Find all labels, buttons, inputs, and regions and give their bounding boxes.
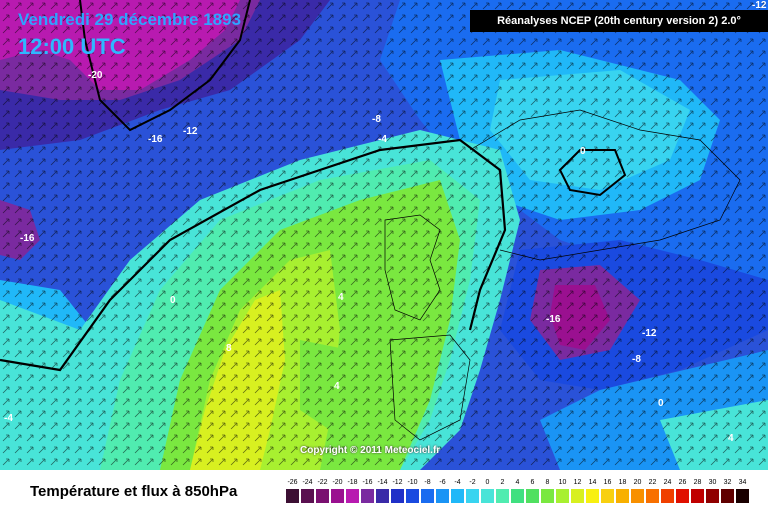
- color-scale: -26 -24 -22 -20 -18 -16 -14 -12 -10 -8 -6 -4 -2 0 2 4 6 8…: [286, 479, 749, 503]
- legend-tick-label: 20: [634, 479, 642, 486]
- zero-contour: [0, 138, 507, 372]
- legend-title: Température et flux à 850hPa: [30, 483, 238, 500]
- legend-tick-label: 14: [589, 479, 597, 486]
- legend-tick-label: 16: [604, 479, 612, 486]
- contour-label: -12: [752, 0, 767, 11]
- contour-label: -20: [88, 70, 103, 81]
- legend-swatch: [361, 489, 374, 503]
- map-canvas: -20 -16 -12 -8 -4 -16 0 0 4 8 4 -4 -16 -…: [0, 0, 768, 470]
- contour-label: 4: [338, 292, 344, 303]
- time-label: 12:00 UTC: [18, 34, 126, 59]
- contour-label: 4: [334, 381, 340, 392]
- legend-swatch: [451, 489, 464, 503]
- legend-tick-label: -10: [407, 479, 417, 486]
- contour-label: 0: [170, 295, 176, 306]
- legend-swatch: [676, 489, 689, 503]
- legend-swatch: [631, 489, 644, 503]
- legend-swatch: [436, 489, 449, 503]
- legend-swatch: [301, 489, 314, 503]
- legend-tick-label: 24: [664, 479, 672, 486]
- legend-tick-label: -18: [347, 479, 357, 486]
- legend-tick-label: -26: [287, 479, 297, 486]
- zero-contour-closed: [558, 149, 627, 197]
- contour-label: 4: [728, 433, 734, 444]
- legend-tick-label: -8: [424, 479, 430, 486]
- legend-tick-label: -16: [362, 479, 372, 486]
- legend-tick-label: -2: [469, 479, 475, 486]
- legend-swatch: [346, 489, 359, 503]
- legend-swatch: [661, 489, 674, 503]
- contour-label: 0: [658, 398, 664, 409]
- legend-tick-label: 28: [694, 479, 702, 486]
- minus-twenty-contour: [79, 0, 251, 132]
- legend-swatch: [646, 489, 659, 503]
- contour-label: 8: [226, 343, 232, 354]
- legend-tick-label: 30: [709, 479, 717, 486]
- legend-tick-label: -14: [377, 479, 387, 486]
- legend-tick-label: -4: [454, 479, 460, 486]
- legend-tick-label: 26: [679, 479, 687, 486]
- contour-label: -16: [148, 134, 163, 145]
- legend-tick-label: 34: [739, 479, 747, 486]
- contour-label: -4: [4, 413, 13, 424]
- legend-tick-label: 22: [649, 479, 657, 486]
- legend-tick-label: 32: [724, 479, 732, 486]
- legend-tick-label: 10: [559, 479, 567, 486]
- legend-swatch: [316, 489, 329, 503]
- legend-tick-label: -6: [439, 479, 445, 486]
- legend-tick-label: -22: [317, 479, 327, 486]
- legend-tick-label: 6: [531, 479, 535, 486]
- legend-swatch: [616, 489, 629, 503]
- legend-tick-label: 4: [516, 479, 520, 486]
- legend-tick-label: -12: [392, 479, 402, 486]
- legend-tick-label: 2: [501, 479, 505, 486]
- legend-swatch: [721, 489, 734, 503]
- legend-tick-label: 18: [619, 479, 627, 486]
- legend-swatch: [466, 489, 479, 503]
- legend-swatch: [736, 489, 749, 503]
- legend-swatch: [481, 489, 494, 503]
- legend-tick-label: 0: [486, 479, 490, 486]
- legend-swatch: [571, 489, 584, 503]
- legend-swatch: [496, 489, 509, 503]
- legend-swatch: [421, 489, 434, 503]
- wind-arrows: [0, 0, 768, 470]
- copyright-label: Copyright © 2011 Meteociel.fr: [300, 445, 441, 456]
- legend-swatch: [526, 489, 539, 503]
- legend-swatch: [286, 489, 299, 503]
- legend-tick-label: 8: [546, 479, 550, 486]
- legend-swatch: [691, 489, 704, 503]
- legend-swatch: [586, 489, 599, 503]
- legend-swatch: [511, 489, 524, 503]
- legend-tick-label: -24: [302, 479, 312, 486]
- legend-tick-label: 12: [574, 479, 582, 486]
- coastline-iberia: [389, 334, 471, 441]
- contour-label: -12: [183, 126, 198, 137]
- date-label: Vendredi 29 décembre 1893: [18, 10, 242, 29]
- legend-swatch: [406, 489, 419, 503]
- contour-label: -16: [546, 314, 561, 325]
- legend-tick-label: -20: [332, 479, 342, 486]
- legend-swatch: [556, 489, 569, 503]
- legend-swatch: [391, 489, 404, 503]
- legend-swatch: [331, 489, 344, 503]
- legend-swatch: [376, 489, 389, 503]
- contour-label: 0: [580, 146, 586, 157]
- legend-swatch: [706, 489, 719, 503]
- source-label: Réanalyses NCEP (20th century version 2)…: [470, 10, 768, 32]
- coastline-europe: [469, 109, 741, 261]
- contour-label: -16: [20, 233, 35, 244]
- contour-label: -4: [378, 134, 387, 145]
- temperature-map: -20 -16 -12 -8 -4 -16 0 0 4 8 4 -4 -16 -…: [0, 0, 768, 470]
- contour-label: -12: [642, 328, 657, 339]
- legend-swatch: [601, 489, 614, 503]
- coastline: [384, 214, 441, 321]
- contour-label: -8: [632, 354, 641, 365]
- legend-swatch: [541, 489, 554, 503]
- contour-label: -8: [372, 114, 381, 125]
